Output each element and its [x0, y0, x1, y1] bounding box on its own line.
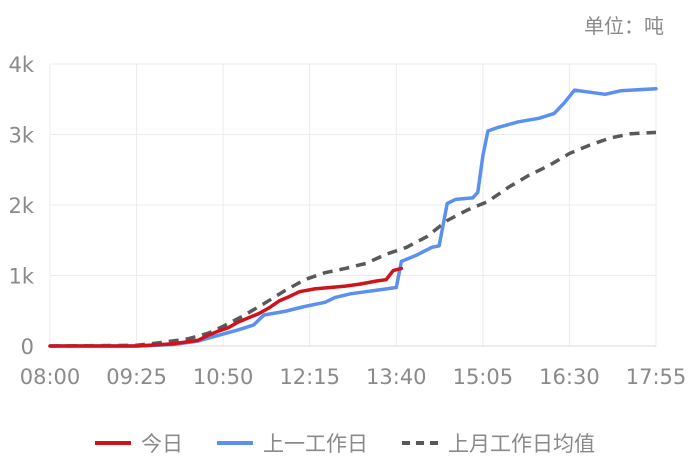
y-tick-label: 1k: [8, 265, 34, 289]
x-tick-label: 09:25: [106, 365, 167, 389]
legend-item[interactable]: 上一工作日: [217, 428, 368, 458]
x-tick-label: 12:15: [279, 365, 340, 389]
chart-legend: 今日 上一工作日 上月工作日均值: [0, 428, 690, 458]
legend-swatch: [95, 441, 131, 445]
legend-swatch: [402, 441, 438, 445]
x-tick-label: 08:00: [20, 365, 81, 389]
y-tick-label: 0: [21, 335, 34, 359]
x-tick-label: 16:30: [539, 365, 600, 389]
y-tick-label: 4k: [8, 53, 34, 77]
series-line-2: [50, 132, 656, 346]
legend-label: 今日: [141, 428, 183, 458]
legend-item[interactable]: 今日: [95, 428, 183, 458]
x-tick-label: 13:40: [366, 365, 427, 389]
legend-item[interactable]: 上月工作日均值: [402, 428, 595, 458]
y-tick-label: 3k: [8, 124, 34, 148]
x-tick-label: 15:05: [453, 365, 514, 389]
legend-label: 上一工作日: [263, 428, 368, 458]
legend-label: 上月工作日均值: [448, 428, 595, 458]
series-line-1: [50, 89, 656, 346]
x-tick-label: 10:50: [193, 365, 254, 389]
legend-swatch: [217, 441, 253, 445]
y-tick-label: 2k: [8, 194, 34, 218]
x-tick-label: 17:55: [626, 365, 687, 389]
